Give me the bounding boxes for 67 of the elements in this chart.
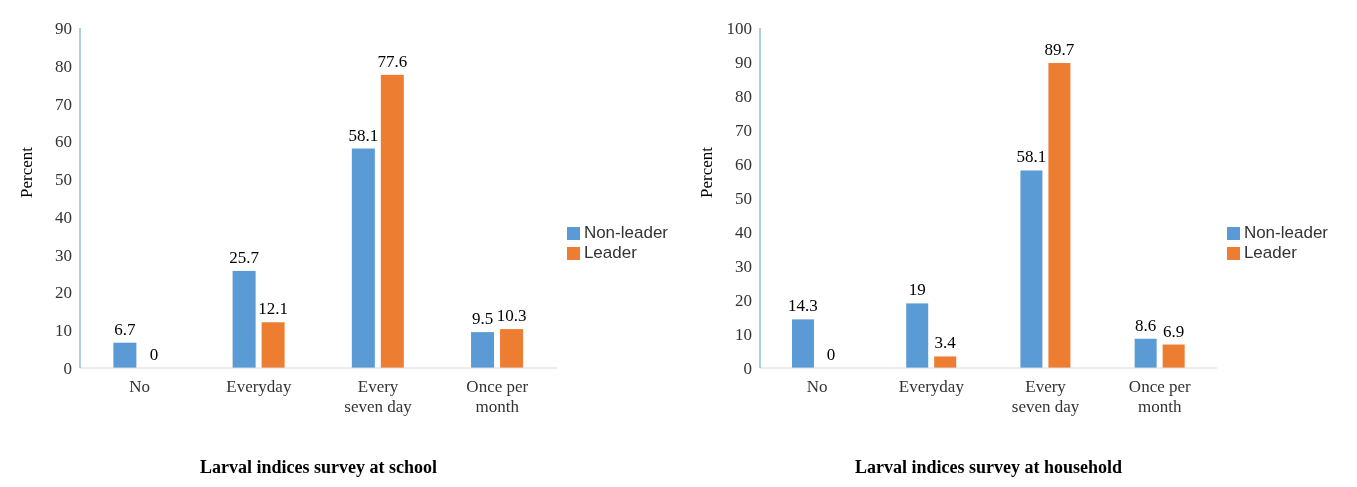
data-label: 8.6 [1135, 315, 1157, 335]
legend-label: Non-leader [1243, 223, 1328, 242]
bar [380, 74, 404, 368]
bar [500, 329, 524, 368]
x-tick-label: Every seven day [344, 377, 413, 416]
data-label: 3.4 [934, 333, 957, 353]
y-tick-label: 50 [735, 189, 752, 209]
x-tick-label: No [806, 377, 828, 396]
x-axis-title: Larval indices survey at school [199, 457, 437, 477]
data-label: 6.9 [1163, 321, 1185, 341]
data-label: 6.7 [114, 319, 137, 339]
bar [351, 148, 375, 368]
y-tick-label: 80 [735, 87, 752, 107]
y-tick-label: 50 [55, 170, 72, 190]
y-tick-label: 60 [735, 155, 752, 175]
bar [113, 342, 137, 368]
x-axis-title: Larval indices survey at household [854, 457, 1122, 477]
bar [791, 319, 814, 368]
y-tick-label: 70 [735, 121, 752, 141]
x-tick-label: No [129, 377, 150, 396]
x-tick-label: Every seven day [1011, 377, 1080, 416]
x-tick-label: Once per month [466, 377, 529, 416]
x-tick-label: Once per month [1128, 377, 1192, 416]
y-tick-label: 0 [63, 359, 72, 379]
y-tick-label: 70 [55, 94, 72, 114]
bar [1048, 63, 1071, 368]
legend-label: Non-leader [583, 223, 668, 242]
data-label: 10.3 [496, 306, 527, 326]
y-tick-label: 20 [735, 291, 752, 311]
data-label: 58.1 [348, 125, 379, 145]
bar [906, 303, 929, 368]
y-tick-label: 20 [55, 283, 72, 303]
bar [261, 322, 285, 368]
bar [471, 332, 495, 368]
x-tick-label: Everyday [898, 377, 965, 396]
bar [1020, 170, 1043, 368]
y-tick-label: 100 [726, 19, 752, 39]
data-label: 0 [826, 345, 836, 364]
y-tick-label: 40 [55, 207, 72, 227]
data-label: 14.3 [788, 296, 818, 316]
data-label: 12.1 [258, 299, 288, 319]
data-label: 89.7 [1044, 40, 1075, 60]
y-tick-label: 30 [735, 257, 752, 277]
y-tick-label: 40 [735, 223, 752, 243]
bar [232, 270, 256, 368]
bar [934, 356, 957, 368]
y-tick-label: 30 [55, 245, 72, 265]
y-tick-label: 80 [55, 56, 72, 76]
y-tick-label: 10 [735, 325, 752, 345]
legend-label: Leader [583, 243, 637, 262]
data-label: 25.7 [229, 247, 260, 267]
y-tick-label: 0 [743, 359, 752, 379]
y-tick-label: 10 [55, 321, 72, 341]
data-label: 77.6 [377, 51, 408, 71]
y-tick-label: 90 [55, 19, 72, 39]
y-tick-label: 60 [55, 132, 72, 152]
y-axis-title: Percent [17, 146, 37, 198]
data-label: 0 [149, 345, 159, 364]
legend-label: Leader [1243, 243, 1297, 262]
data-label: 58.1 [1016, 147, 1047, 167]
data-label: 9.5 [471, 309, 494, 329]
y-axis-title: Percent [697, 146, 717, 198]
y-tick-label: 90 [735, 53, 752, 73]
bar [1134, 338, 1157, 368]
data-label: 19 [908, 280, 926, 300]
bar [1162, 344, 1185, 368]
x-tick-label: Everyday [226, 377, 292, 396]
